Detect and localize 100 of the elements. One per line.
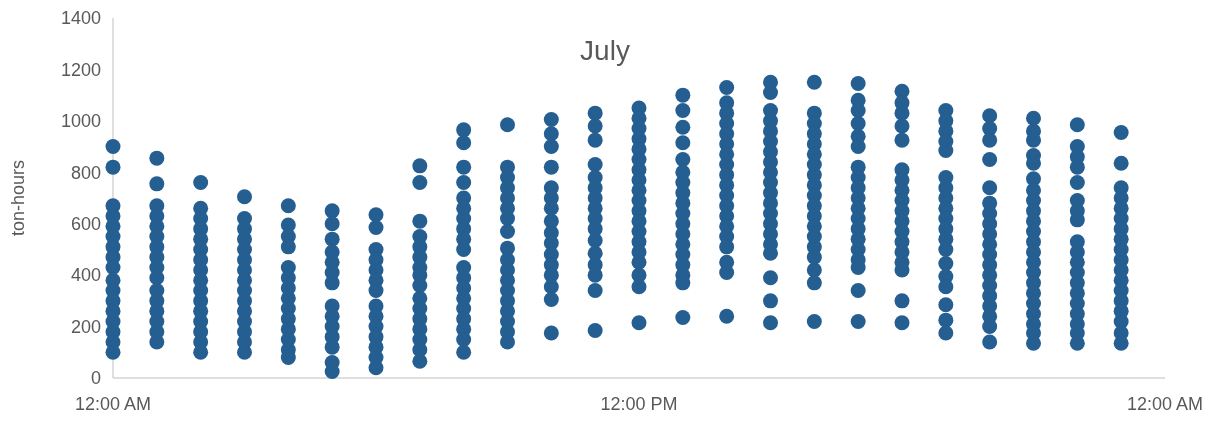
point bbox=[982, 132, 998, 148]
y-tick-label: 1000 bbox=[60, 111, 101, 132]
point bbox=[850, 139, 866, 155]
point bbox=[982, 319, 998, 335]
point bbox=[456, 159, 472, 175]
point bbox=[456, 175, 472, 191]
point bbox=[500, 223, 515, 239]
point bbox=[368, 207, 384, 223]
point bbox=[894, 105, 910, 121]
point bbox=[149, 334, 165, 350]
point bbox=[587, 267, 603, 283]
point bbox=[587, 283, 603, 299]
point bbox=[763, 315, 778, 331]
point bbox=[587, 157, 603, 173]
point bbox=[456, 135, 472, 151]
point bbox=[850, 115, 866, 131]
y-axis-title: ton-hours bbox=[8, 159, 28, 237]
y-tick-label: 400 bbox=[70, 265, 101, 286]
point bbox=[982, 151, 998, 167]
point bbox=[938, 279, 954, 295]
point bbox=[806, 275, 822, 291]
point bbox=[675, 103, 691, 119]
point bbox=[105, 159, 121, 175]
point bbox=[324, 216, 340, 232]
point bbox=[982, 180, 998, 196]
point bbox=[149, 270, 165, 286]
point bbox=[324, 275, 340, 291]
point bbox=[850, 103, 866, 119]
point bbox=[938, 325, 954, 341]
point bbox=[368, 360, 384, 376]
point bbox=[675, 135, 691, 151]
point bbox=[806, 313, 822, 329]
point bbox=[105, 139, 121, 155]
point bbox=[719, 239, 735, 255]
point bbox=[543, 159, 559, 175]
point bbox=[543, 325, 559, 341]
point bbox=[237, 189, 252, 205]
point bbox=[1026, 110, 1041, 126]
point bbox=[982, 108, 998, 124]
point bbox=[806, 74, 822, 90]
y-tick-label: 0 bbox=[90, 368, 101, 389]
point bbox=[587, 132, 603, 148]
point bbox=[587, 118, 603, 134]
point bbox=[938, 312, 954, 328]
y-tick-label: 1400 bbox=[60, 8, 101, 29]
point bbox=[850, 313, 866, 329]
point bbox=[587, 322, 603, 338]
point bbox=[149, 150, 165, 166]
point bbox=[806, 262, 822, 278]
point bbox=[368, 220, 384, 236]
point bbox=[456, 344, 472, 360]
point bbox=[412, 353, 428, 369]
point bbox=[587, 232, 603, 248]
point bbox=[763, 293, 778, 309]
point bbox=[500, 117, 515, 133]
point bbox=[675, 87, 691, 103]
point bbox=[982, 334, 998, 350]
y-tick-label: 600 bbox=[70, 214, 101, 235]
text: July bbox=[580, 35, 630, 66]
point bbox=[894, 293, 910, 309]
point bbox=[675, 119, 691, 135]
point bbox=[543, 279, 559, 295]
point bbox=[894, 132, 910, 148]
point bbox=[1069, 175, 1085, 191]
point bbox=[719, 308, 735, 324]
point bbox=[500, 211, 515, 227]
point bbox=[719, 79, 735, 95]
point bbox=[543, 112, 559, 128]
point bbox=[763, 85, 778, 101]
point bbox=[324, 364, 340, 380]
point bbox=[938, 256, 954, 272]
point bbox=[1113, 124, 1129, 140]
point bbox=[850, 76, 866, 92]
point bbox=[368, 283, 384, 299]
point bbox=[543, 139, 559, 155]
y-tick-label: 1200 bbox=[60, 59, 101, 80]
point bbox=[149, 176, 165, 192]
point bbox=[1069, 117, 1085, 133]
point bbox=[631, 315, 647, 331]
point bbox=[324, 203, 340, 219]
x-tick-label: 12:00 AM bbox=[1126, 394, 1204, 414]
point bbox=[894, 118, 910, 134]
point bbox=[894, 315, 910, 331]
point bbox=[412, 175, 428, 191]
point bbox=[456, 122, 472, 138]
point bbox=[587, 105, 603, 121]
y-tick-label: 800 bbox=[70, 162, 101, 183]
point bbox=[938, 297, 954, 313]
point bbox=[193, 175, 209, 191]
point bbox=[543, 292, 559, 308]
y-tick-label: 200 bbox=[70, 316, 101, 337]
point bbox=[631, 279, 647, 295]
x-tick-label: 12:00 PM bbox=[600, 394, 678, 414]
point bbox=[324, 339, 340, 355]
x-tick-label: 12:00 AM bbox=[74, 394, 152, 414]
point bbox=[1113, 155, 1129, 171]
point bbox=[280, 239, 296, 255]
point bbox=[719, 265, 735, 281]
point bbox=[324, 231, 340, 247]
point bbox=[763, 270, 778, 286]
